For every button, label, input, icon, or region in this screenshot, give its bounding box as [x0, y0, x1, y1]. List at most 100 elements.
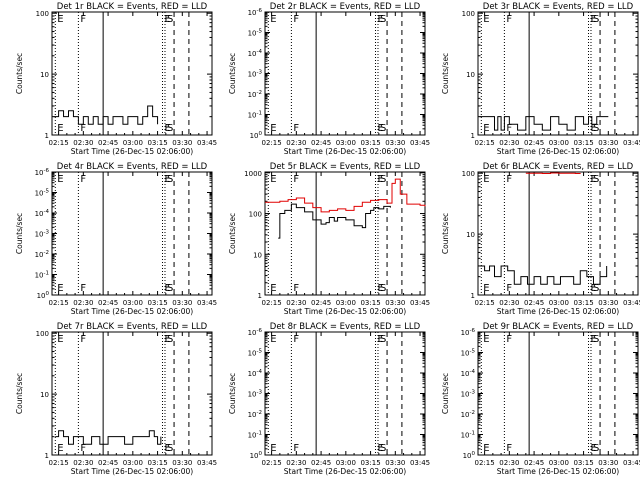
x-tick-label: 03:00 — [549, 139, 569, 147]
marker-label-bottom: F — [293, 123, 299, 134]
x-tick-label: 03:00 — [123, 139, 143, 147]
marker-label-bottom: E — [270, 283, 276, 294]
marker-label-bottom: E — [270, 123, 276, 134]
marker-label-top: F — [506, 174, 512, 185]
marker-label-bottom: S — [593, 123, 599, 134]
x-tick-label: 03:15 — [147, 139, 167, 147]
y-tick-label: 100 — [249, 211, 262, 219]
y-tick-label: 10-1 — [461, 431, 475, 440]
plot-frame — [264, 11, 426, 136]
x-tick-label: 03:30 — [172, 459, 192, 467]
y-tick-label: 100 — [463, 451, 476, 460]
y-tick-label: 10-1 — [248, 431, 262, 440]
series-lld — [265, 178, 426, 213]
marker-label-top: S — [593, 14, 599, 25]
y-tick-label: 100 — [462, 10, 475, 18]
marker-label-bottom: S — [380, 443, 386, 454]
x-axis-label: Start Time (26-Dec-15 02:06:00) — [284, 147, 406, 156]
panel-title: Det 5r BLACK = Events, RED = LLD — [270, 162, 421, 172]
marker-label-bottom: E — [591, 123, 597, 134]
series-events — [479, 116, 609, 131]
panel-det-8: Det 8r BLACK = Events, RED = LLD Start Ti… — [228, 322, 430, 476]
x-tick-label: 02:15 — [262, 139, 282, 147]
x-tick-label: 03:15 — [147, 299, 167, 307]
marker-label-bottom: E — [270, 443, 276, 454]
plot-frame — [51, 11, 213, 136]
panel-det-7: Det 7r BLACK = Events, RED = LLD Start Ti… — [15, 322, 217, 476]
x-axis-label: Start Time (26-Dec-15 02:06:00) — [497, 467, 619, 476]
panel-title: Det 7r BLACK = Events, RED = LLD — [57, 322, 208, 332]
x-tick-label: 03:30 — [598, 299, 618, 307]
x-tick-label: 03:30 — [598, 459, 618, 467]
y-tick-label: 100 — [250, 131, 263, 140]
marker-label-top: S — [380, 174, 386, 185]
panel-det-6: Det 6r BLACK = Events, RED = LLD Start Ti… — [441, 162, 640, 316]
marker-label-bottom: E — [57, 283, 63, 294]
plot-frame — [51, 331, 213, 456]
y-tick-label: 10 — [466, 231, 475, 239]
x-tick-label: 02:15 — [49, 139, 69, 147]
marker-label-bottom: E — [165, 283, 171, 294]
marker-label-top: S — [380, 334, 386, 345]
marker-label-top: S — [167, 174, 173, 185]
marker-label-bottom: F — [80, 443, 86, 454]
x-tick-label: 03:15 — [573, 299, 593, 307]
marker-label-bottom: F — [506, 123, 512, 134]
marker-label-bottom: S — [593, 443, 599, 454]
x-tick-label: 02:15 — [49, 299, 69, 307]
x-tick-label: 02:45 — [524, 139, 544, 147]
y-axis-label: Counts/sec — [15, 373, 24, 414]
x-tick-label: 03:45 — [623, 299, 640, 307]
marker-label-bottom: E — [378, 123, 384, 134]
panel-det-2: Det 2r BLACK = Events, RED = LLD Start Ti… — [228, 2, 430, 156]
marker-label-bottom: E — [165, 123, 171, 134]
marker-label-bottom: E — [483, 283, 489, 294]
marker-label-top: E — [57, 334, 63, 345]
y-tick-label: 10-4 — [248, 369, 263, 378]
x-tick-label: 02:30 — [286, 459, 306, 467]
marker-label-top: E — [57, 14, 63, 25]
marker-label-top: E — [591, 14, 597, 25]
x-tick-label: 03:45 — [623, 459, 640, 467]
y-tick-label: 1 — [45, 452, 49, 460]
x-tick-label: 03:30 — [385, 299, 405, 307]
marker-label-top: S — [167, 14, 173, 25]
x-tick-label: 03:15 — [360, 299, 380, 307]
y-tick-label: 10-2 — [35, 250, 49, 259]
marker-label-top: F — [80, 14, 86, 25]
marker-label-top: F — [506, 14, 512, 25]
marker-label-top: E — [270, 14, 276, 25]
x-tick-label: 03:15 — [147, 459, 167, 467]
marker-label-bottom: E — [165, 443, 171, 454]
marker-label-bottom: S — [167, 443, 173, 454]
x-tick-label: 03:00 — [336, 139, 356, 147]
y-tick-label: 10-3 — [248, 390, 263, 399]
series-events — [278, 203, 391, 239]
y-axis-label: Counts/sec — [15, 53, 24, 94]
x-tick-label: 02:45 — [524, 459, 544, 467]
marker-label-bottom: F — [506, 283, 512, 294]
x-tick-label: 03:30 — [385, 139, 405, 147]
marker-label-top: S — [593, 334, 599, 345]
marker-label-bottom: S — [167, 283, 173, 294]
marker-label-top: S — [167, 334, 173, 345]
x-tick-label: 02:45 — [98, 139, 118, 147]
y-tick-label: 100 — [37, 291, 50, 300]
x-tick-label: 02:45 — [98, 299, 118, 307]
x-tick-label: 02:45 — [524, 299, 544, 307]
y-tick-label: 10 — [253, 251, 262, 259]
x-axis-label: Start Time (26-Dec-15 02:06:00) — [497, 307, 619, 316]
x-tick-label: 02:15 — [475, 139, 495, 147]
y-tick-label: 10-2 — [461, 410, 475, 419]
y-tick-label: 10-3 — [248, 70, 263, 79]
y-tick-label: 1000 — [244, 170, 262, 178]
x-tick-label: 03:30 — [598, 139, 618, 147]
y-tick-label: 1 — [45, 132, 49, 140]
x-tick-label: 03:00 — [123, 459, 143, 467]
x-tick-label: 03:00 — [123, 299, 143, 307]
marker-label-top: E — [378, 14, 384, 25]
x-tick-label: 02:45 — [311, 139, 331, 147]
x-axis-label: Start Time (26-Dec-15 02:06:00) — [71, 467, 193, 476]
y-tick-label: 100 — [250, 451, 263, 460]
x-tick-label: 03:45 — [197, 459, 217, 467]
